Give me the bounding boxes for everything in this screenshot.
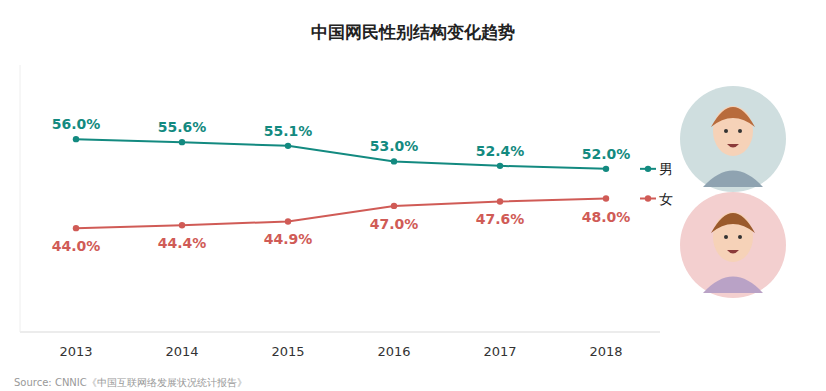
avatar-eye [724,129,728,133]
avatar-hair [711,107,755,127]
x-tick-label: 2014 [165,344,198,359]
point [497,198,503,204]
x-tick-label: 2013 [59,344,92,359]
y-axis [20,65,21,332]
avatar-body [703,171,763,188]
x-tick-label: 2017 [483,344,516,359]
chart: 中国网民性别结构变化趋势 2013 2014 2015 2016 2017 2018 56.0… [0,0,826,391]
data-label: 44.4% [158,235,207,251]
point [391,158,397,164]
point [73,136,79,142]
legend-entry: 女 [640,191,673,207]
point [179,139,185,145]
point [285,143,291,149]
avatar-eye [738,129,742,133]
line [76,139,606,169]
x-tick-label: 2018 [589,344,622,359]
avatar [680,86,786,192]
x-tick-label: 2016 [377,344,410,359]
x-axis [20,332,660,333]
data-labels: 56.0% 55.6% 55.1% 53.0% 52.4% 52.0% 44.0% 44.4%… [52,116,631,254]
avatar-mouth [727,250,739,254]
data-label: 47.6% [476,211,525,227]
data-label: 53.0% [370,138,419,154]
data-label: 56.0% [52,116,101,132]
point [73,225,79,231]
data-label: 55.6% [158,119,207,135]
data-label: 48.0% [582,209,631,225]
avatar-mouth [727,144,739,148]
plot-area [73,136,609,231]
line [76,199,606,229]
data-label: 47.0% [370,216,419,232]
avatar-bg [680,86,786,192]
point [603,166,609,172]
title: 中国网民性别结构变化趋势 [311,22,515,42]
point [603,195,609,201]
data-label: 52.4% [476,143,525,159]
legend-entry: 男 [640,161,673,177]
legend-label: 女 [659,191,673,207]
legend-swatch [645,166,651,172]
point [285,218,291,224]
avatar-bg [680,192,786,298]
data-label: 44.0% [52,238,101,254]
point [497,163,503,169]
avatar-eye [738,235,742,239]
avatar [680,192,786,298]
avatar-body [703,277,763,294]
data-label: 52.0% [582,146,631,162]
data-label: 44.9% [264,231,313,247]
legend-swatch [645,195,651,201]
avatar-hair [711,213,755,233]
x-tick-label: 2015 [271,344,304,359]
data-label: 55.1% [264,123,313,139]
legend-label: 男 [659,161,673,177]
source: Source: CNNIC《中国互联网络发展状况统计报告》 [14,377,247,388]
avatar-eye [724,235,728,239]
point [391,203,397,209]
point [179,222,185,228]
